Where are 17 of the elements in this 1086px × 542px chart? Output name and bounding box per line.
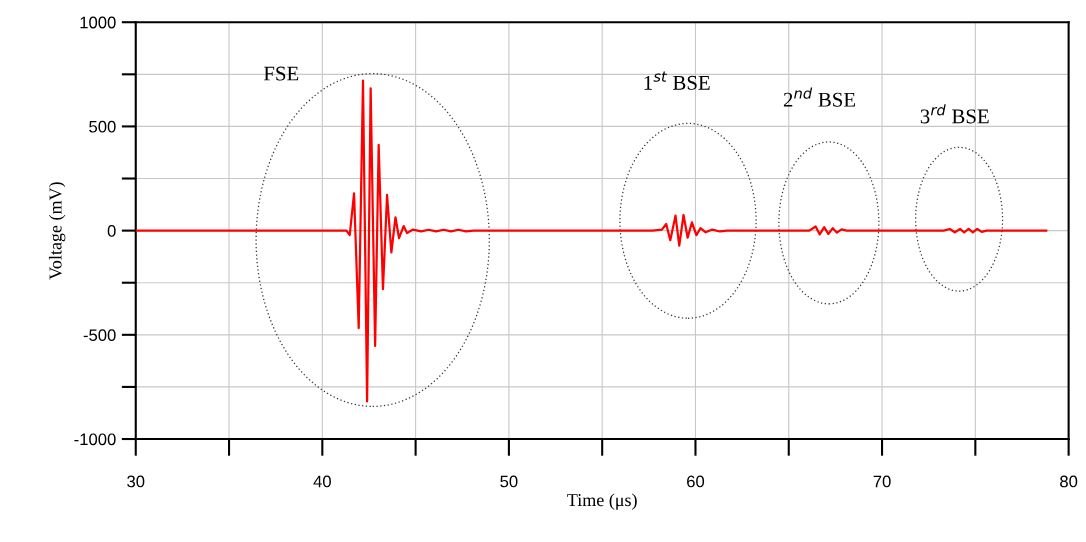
x-tick-label: 70	[873, 475, 891, 488]
x-tick-label: 60	[687, 475, 705, 488]
annotation: 3$^{rd}$ BSE	[920, 104, 989, 124]
x-tick-label: 80	[1060, 475, 1078, 488]
annotation: 2$^{nd}$ BSE	[783, 87, 856, 107]
y-tick-label: 1000	[80, 16, 116, 29]
y-tick-label: 500	[89, 120, 116, 133]
y-axis-title: Voltage (mV)	[48, 182, 66, 280]
x-tick-label: 50	[500, 475, 518, 488]
x-axis-title: Time (μs)	[567, 493, 637, 510]
y-tick-label: -1000	[74, 433, 116, 446]
y-tick-label: 0	[107, 225, 116, 237]
annotation: FSE	[263, 66, 299, 81]
x-tick-label: 40	[313, 475, 331, 488]
annotation: 1$^{st}$ BSE	[644, 71, 710, 90]
x-tick-label: 30	[127, 475, 145, 488]
y-tick-label: -500	[83, 329, 116, 342]
